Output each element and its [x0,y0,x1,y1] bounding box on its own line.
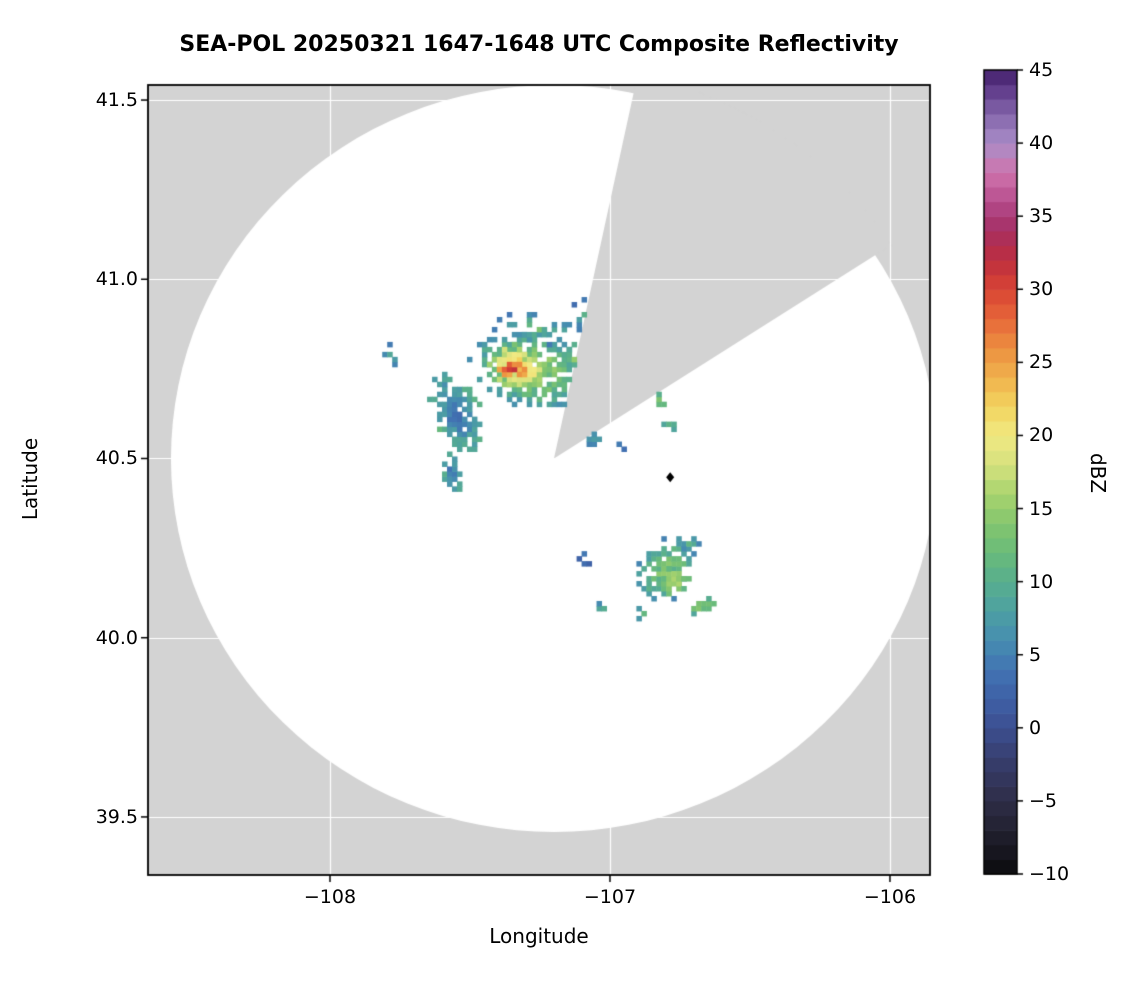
y-tick-label: 40.0 [95,626,138,649]
colorbar-tick-label: 20 [1029,424,1054,447]
colorbar-tick-label: 15 [1029,497,1054,520]
colorbar-tick-label: 5 [1029,643,1042,666]
colorbar-tick-label: 30 [1029,278,1054,301]
colorbar-label: dBZ [1086,452,1110,494]
colorbar-tick-label: 10 [1029,570,1054,593]
y-tick-label: 41.5 [95,89,138,112]
x-axis-label: Longitude [489,924,589,948]
colorbar-tick-label: 35 [1029,205,1054,228]
y-axis-label: Latitude [18,437,42,521]
colorbar-tick-label: −10 [1029,863,1070,885]
x-tick-label: −108 [303,886,357,908]
colorbar-tick-label: 40 [1029,132,1054,155]
y-tick-label: 40.5 [95,447,138,470]
colorbar-tick-label: 45 [1029,59,1054,81]
colorbar-tick-label: 25 [1029,351,1054,374]
x-tick-label: −107 [583,886,637,908]
y-tick-label: 39.5 [95,805,138,828]
x-tick-label: −106 [863,886,917,908]
colorbar-tick-label: 0 [1029,716,1042,739]
colorbar-tick-label: −5 [1029,789,1058,812]
chart-title: SEA-POL 20250321 1647-1648 UTC Composite… [179,32,899,57]
y-tick-label: 41.0 [95,268,138,291]
